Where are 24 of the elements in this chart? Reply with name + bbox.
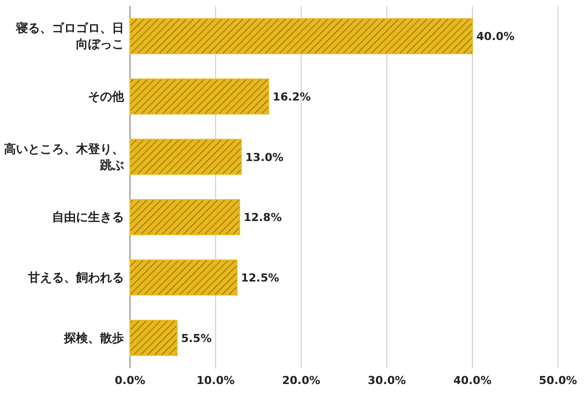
data-label: 12.5%: [241, 272, 280, 284]
data-label: 40.0%: [476, 30, 515, 44]
bar: [130, 260, 238, 296]
x-tick-label: 10.0%: [196, 374, 235, 387]
y-tick-label: 甘える、飼われる: [27, 270, 124, 284]
bar: [130, 320, 178, 356]
data-label: 12.8%: [244, 211, 282, 224]
bar: [130, 199, 240, 236]
y-tick-label: その他: [88, 90, 125, 104]
data-label: 13.0%: [245, 150, 284, 164]
x-tick-label: 30.0%: [368, 374, 406, 387]
bar: [130, 18, 473, 54]
y-tick-label: 高いところ、木登り、跳ぶ: [4, 142, 124, 172]
x-tick-label: 50.0%: [538, 374, 578, 387]
x-tick-label: 0.0%: [114, 374, 146, 387]
y-tick-label: 寝る、ゴロゴロ、日向ぼっこ: [15, 21, 124, 52]
y-tick-label: 探検、散歩: [63, 330, 124, 345]
y-tick-label: 自由に生きる: [52, 210, 124, 224]
bar: [130, 138, 242, 175]
x-tick-label: 20.0%: [282, 374, 320, 387]
data-label: 5.5%: [181, 332, 212, 345]
bar: [130, 78, 270, 114]
x-tick-label: 40.0%: [453, 374, 492, 387]
data-label: 16.2%: [272, 90, 311, 104]
